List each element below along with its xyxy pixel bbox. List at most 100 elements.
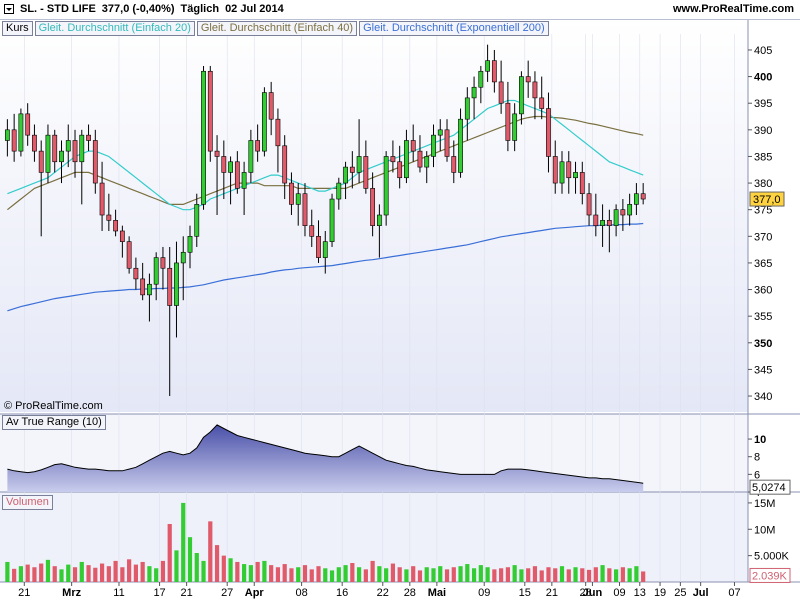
volume-bar [275,567,281,582]
volume-bar [160,560,166,582]
candle-body [634,193,639,205]
price-tick-label: 390 [754,125,772,137]
legend-price[interactable]: Kurs [2,21,33,36]
candle-body [437,129,443,136]
candle-body [241,172,247,189]
candle-body [505,102,511,141]
legend-volume[interactable]: Volumen [2,495,53,510]
volume-bar [32,567,37,582]
volume-bar [370,560,375,582]
legend-sma20[interactable]: Gleit. Durchschnitt (Einfach 20) [34,21,195,36]
candle-body [485,60,490,72]
price-tick-label: 400 [754,72,772,84]
candle-body [458,118,463,173]
volume-bar [553,568,558,582]
atr-tick-label: 6 [754,469,760,481]
volume-bar [566,569,571,582]
volume-bar [201,560,206,582]
candle-body [478,70,484,88]
volume-bar [79,561,84,582]
date-tick-label: 13 [634,587,646,599]
atr-legend: Av True Range (10) [2,415,108,430]
candle-body [113,220,118,232]
candle-body [573,172,578,179]
candle-body [431,134,436,157]
candle-body [295,193,301,205]
period-label: Täglich [180,3,220,15]
legend-sma40[interactable]: Gleit. Durchschnitt (Einfach 40) [196,21,358,36]
candle-body [207,70,213,152]
volume-bar [59,569,64,582]
candle-body [221,156,227,173]
volume-bar [438,566,443,582]
volume-bar [532,566,538,582]
legend-atr[interactable]: Av True Range (10) [2,415,106,430]
sma40-line [7,115,644,211]
candle-body [86,134,91,141]
volume-bar [214,545,220,582]
price-tick-label: 380 [754,178,772,190]
volume-bar [106,566,111,582]
candle-body [180,251,186,264]
date-tick-label: Mrz [62,587,81,599]
candle-body [606,220,612,226]
candle-body [600,220,605,226]
axis-panel-bg [748,20,800,600]
candle-body [390,156,396,163]
candle-body [119,230,125,242]
candle-body [65,140,71,152]
date-tick-label: Jul [693,587,709,599]
volume-bar [356,567,362,582]
date-tick-label: 08 [295,587,307,599]
volume-bar [66,564,71,582]
volume-bar [45,559,51,582]
price-tick-label: 405 [754,45,772,57]
price-tick-label: 350 [754,338,772,350]
candle-body [52,134,58,163]
candle-body [559,161,565,184]
volume-bar [526,568,531,582]
date-tick-label: 19 [654,587,666,599]
candle-body [586,193,592,216]
copyright-label: © ProRealTime.com [4,400,103,412]
price-tick-label: 385 [754,151,772,163]
price-label: 377,0 (-0,40%) [101,3,175,15]
price-tick-label: 375 [754,205,772,217]
candle-body [4,129,10,141]
date-tick-label: 25 [674,587,686,599]
candle-body [38,150,44,173]
candle-body [336,182,342,200]
legend-ema200[interactable]: Gleit. Durchschnitt (Exponentiell 200) [359,21,549,36]
date-tick-label: Mai [428,587,446,599]
volume-last-label: 2.039K [752,570,788,582]
volume-bar [492,569,497,582]
candle-body [376,214,382,226]
volume-bar [499,568,504,582]
candle-body [275,118,281,147]
candle-body [25,113,31,136]
date-tick-label: Jun [583,587,603,599]
date-tick-label: 09 [613,587,625,599]
candle-body [579,172,585,195]
volume-bar [147,566,152,582]
volume-bar [505,567,510,582]
price-legend: Kurs Gleit. Durchschnitt (Einfach 20) Gl… [2,21,551,36]
candle-body [329,198,335,242]
date-tick-label: 22 [377,587,389,599]
date-tick-label: 15 [519,587,531,599]
volume-bar [539,570,544,582]
last-price-label: 377,0 [753,194,781,206]
atr-last-box [749,479,791,495]
candle-body [552,156,558,184]
dropdown-menu-icon[interactable] [4,4,14,14]
volume-bar [451,567,456,582]
title-bar: SL. - STD LIFE 377,0 (-0,40%) Täglich 02… [0,0,800,20]
candle-body [59,150,64,163]
volume-bar [397,567,402,582]
volume-bar [120,567,125,582]
candle-body [546,108,551,157]
candle-body [404,140,409,179]
sma20-line [7,99,644,211]
